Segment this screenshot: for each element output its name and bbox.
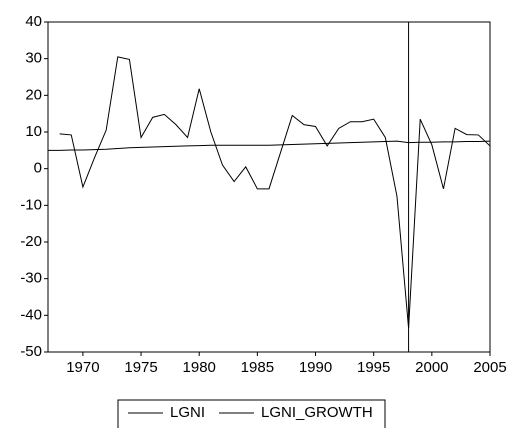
- x-tick-label: 2005: [473, 359, 506, 376]
- x-tick-label: 1985: [241, 359, 274, 376]
- legend-label: LGNI_GROWTH: [261, 404, 373, 421]
- y-tick-label: -10: [20, 196, 42, 213]
- y-tick-label: -20: [20, 233, 42, 250]
- legend-label: LGNI: [170, 404, 205, 421]
- y-tick-label: -30: [20, 270, 42, 287]
- x-tick-label: 1995: [357, 359, 390, 376]
- y-tick-label: 20: [25, 86, 42, 103]
- y-tick-label: 30: [25, 50, 42, 67]
- y-tick-label: 40: [25, 13, 42, 30]
- y-tick-label: 0: [34, 160, 42, 177]
- series-line: [59, 56, 491, 329]
- y-tick-label: -40: [20, 306, 42, 323]
- x-tick-label: 1975: [124, 359, 157, 376]
- legend-box: [117, 399, 386, 428]
- x-tick-label: 2000: [415, 359, 448, 376]
- x-tick-label: 1990: [299, 359, 332, 376]
- y-tick-label: -50: [20, 343, 42, 360]
- plot-frame: [47, 21, 491, 353]
- series-line: [48, 140, 491, 151]
- x-tick-label: 1970: [66, 359, 99, 376]
- x-tick-label: 1980: [183, 359, 216, 376]
- y-tick-label: 10: [25, 123, 42, 140]
